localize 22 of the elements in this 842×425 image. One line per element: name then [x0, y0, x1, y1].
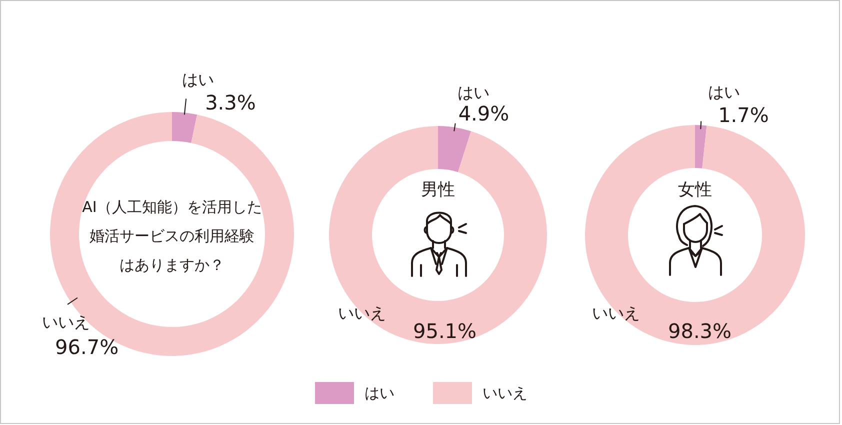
data-label: 96.7%: [55, 334, 119, 359]
data-label: 3.3%: [205, 90, 256, 115]
donut-slice: [329, 126, 547, 344]
slice-label: いいえ: [592, 304, 640, 322]
slice-label: いいえ: [338, 304, 386, 322]
data-label: 1.7%: [718, 103, 769, 128]
data-label: 98.3%: [668, 319, 732, 343]
slice-label: はい: [708, 82, 740, 102]
data-label: 95.1%: [413, 319, 477, 343]
slice-label: はい: [457, 82, 490, 102]
text: 女性: [677, 179, 713, 201]
donut-slice: [438, 126, 472, 172]
slice-label: はい: [182, 70, 214, 90]
text: AI（人工知能）を活用した婚活サービスの利用経験はありますか？: [81, 196, 263, 276]
legend-label: はい: [364, 383, 394, 404]
donut-slice: [585, 125, 805, 345]
legend-label: いいえ: [482, 383, 528, 404]
slice-label: いいえ: [42, 312, 90, 332]
donut-slice: [172, 112, 198, 143]
text: 男性: [420, 179, 456, 201]
data-label: 4.9%: [458, 101, 510, 126]
donut-slice: [695, 125, 707, 168]
